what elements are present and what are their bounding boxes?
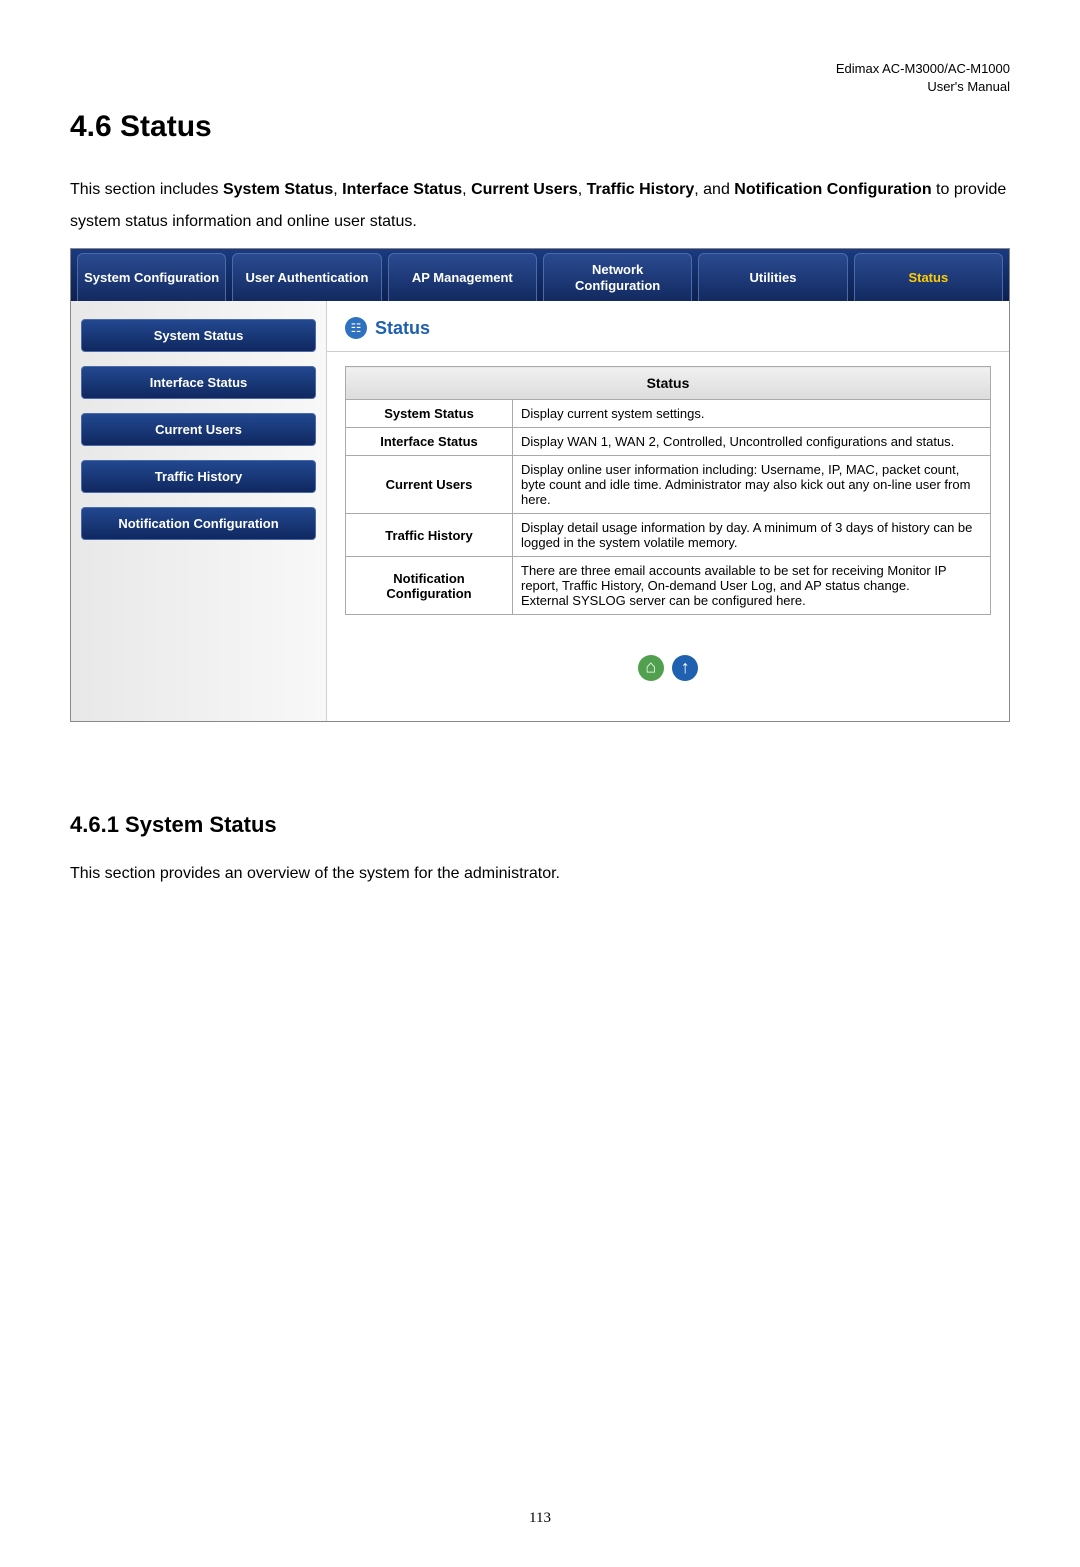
tab-network-configuration[interactable]: Network Configuration xyxy=(543,253,692,301)
row-name: Traffic History xyxy=(346,514,513,557)
table-row: System Status Display current system set… xyxy=(346,400,991,428)
row-name: Current Users xyxy=(346,456,513,514)
section-heading: 4.6 Status xyxy=(70,110,1010,144)
section-intro: This section includes System Status, Int… xyxy=(70,174,1010,238)
sidebar-item-interface-status[interactable]: Interface Status xyxy=(81,366,316,399)
panel-title-row: ☷ Status xyxy=(327,311,1009,352)
sidebar-item-notification-configuration[interactable]: Notification Configuration xyxy=(81,507,316,540)
row-desc: Display WAN 1, WAN 2, Controlled, Uncont… xyxy=(513,428,991,456)
row-desc: Display current system settings. xyxy=(513,400,991,428)
main-tabbar: System Configuration User Authentication… xyxy=(71,249,1009,301)
table-row: Traffic History Display detail usage inf… xyxy=(346,514,991,557)
tab-status[interactable]: Status xyxy=(854,253,1003,301)
row-desc: There are three email accounts available… xyxy=(513,557,991,615)
table-row: Interface Status Display WAN 1, WAN 2, C… xyxy=(346,428,991,456)
main-panel: ☷ Status Status System Status Display cu… xyxy=(327,301,1009,721)
status-icon: ☷ xyxy=(345,317,367,339)
tab-utilities[interactable]: Utilities xyxy=(698,253,847,301)
home-icon[interactable] xyxy=(638,655,664,681)
doc-title: User's Manual xyxy=(927,79,1010,94)
subsection-heading: 4.6.1 System Status xyxy=(70,812,1010,838)
status-table: Status System Status Display current sys… xyxy=(345,366,991,615)
table-row: Notification Configuration There are thr… xyxy=(346,557,991,615)
sidebar-item-traffic-history[interactable]: Traffic History xyxy=(81,460,316,493)
sidebar-item-current-users[interactable]: Current Users xyxy=(81,413,316,446)
sidebar-item-system-status[interactable]: System Status xyxy=(81,319,316,352)
doc-product: Edimax AC-M3000/AC-M1000 xyxy=(836,61,1010,76)
row-name: Interface Status xyxy=(346,428,513,456)
row-desc: Display detail usage information by day.… xyxy=(513,514,991,557)
sidebar: System Status Interface Status Current U… xyxy=(71,301,327,721)
panel-title: Status xyxy=(375,318,430,339)
row-name: System Status xyxy=(346,400,513,428)
tab-system-configuration[interactable]: System Configuration xyxy=(77,253,226,301)
tab-ap-management[interactable]: AP Management xyxy=(388,253,537,301)
table-row: Current Users Display online user inform… xyxy=(346,456,991,514)
row-name: Notification Configuration xyxy=(346,557,513,615)
content-area: System Status Interface Status Current U… xyxy=(71,301,1009,721)
doc-header: Edimax AC-M3000/AC-M1000 User's Manual xyxy=(836,60,1010,96)
subsection-text: This section provides an overview of the… xyxy=(70,858,1010,890)
tab-user-authentication[interactable]: User Authentication xyxy=(232,253,381,301)
status-screenshot: System Configuration User Authentication… xyxy=(70,248,1010,722)
row-desc: Display online user information includin… xyxy=(513,456,991,514)
table-header: Status xyxy=(346,367,991,400)
bottom-icon-row xyxy=(327,615,1009,691)
page-number: 113 xyxy=(70,1510,1010,1527)
up-icon[interactable] xyxy=(672,655,698,681)
